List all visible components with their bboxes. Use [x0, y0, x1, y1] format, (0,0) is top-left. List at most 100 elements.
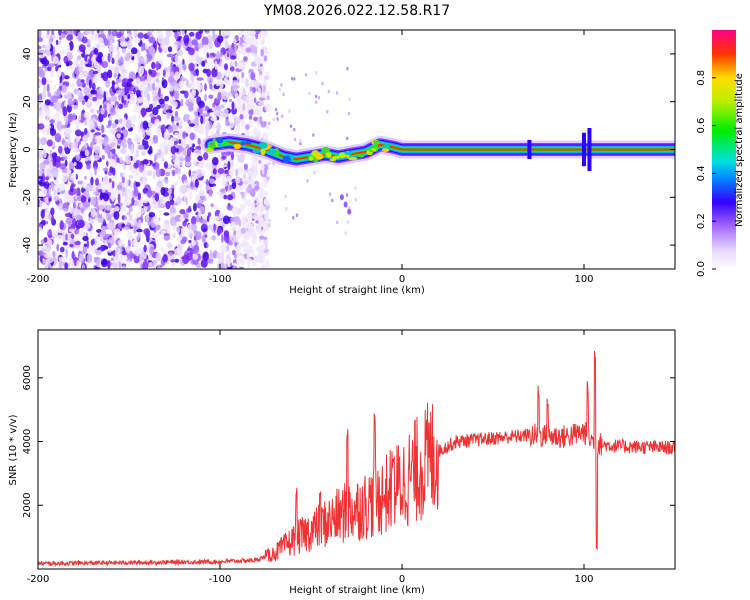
noise-speck: [240, 118, 246, 128]
noise-speck: [73, 161, 77, 166]
noise-speck: [254, 130, 262, 140]
x-tick-label: -200: [27, 574, 50, 585]
noise-speck: [247, 183, 252, 192]
noise-speck: [114, 206, 120, 212]
noise-speck: [163, 212, 170, 216]
noise-speck: [175, 148, 179, 153]
noise-speck: [223, 30, 231, 36]
noise-speck: [247, 198, 252, 208]
noise-speck: [171, 55, 174, 62]
noise-speck: [91, 30, 94, 36]
noise-speck: [38, 150, 43, 160]
noise-speck: [84, 127, 88, 135]
noise-speck: [173, 104, 176, 113]
noise-speck: [38, 69, 46, 78]
noise-speck: [62, 208, 68, 212]
noise-speck: [159, 203, 164, 209]
noise-speck: [46, 168, 50, 174]
noise-speck: [109, 52, 113, 59]
noise-speck: [276, 117, 279, 121]
noise-speck: [120, 72, 127, 77]
colorbar-gradient: [712, 30, 736, 269]
noise-speck: [116, 30, 122, 38]
spectrogram-x-label: Height of straight line (km): [289, 285, 425, 296]
noise-speck: [45, 221, 49, 225]
noise-speck: [262, 132, 269, 142]
noise-speck: [94, 235, 99, 245]
noise-speck: [192, 254, 199, 260]
ridge-blob: [252, 148, 262, 153]
noise-speck: [101, 182, 106, 187]
noise-speck: [214, 60, 218, 70]
noise-speck: [122, 143, 127, 149]
noise-speck: [251, 162, 254, 169]
noise-speck: [135, 197, 142, 207]
noise-speck: [78, 44, 86, 52]
noise-speck: [243, 56, 248, 62]
noise-speck: [170, 81, 177, 87]
noise-speck: [127, 231, 133, 240]
noise-speck: [247, 169, 254, 178]
noise-speck: [193, 244, 200, 254]
noise-speck: [251, 221, 254, 226]
noise-speck: [308, 91, 311, 96]
noise-speck: [115, 89, 123, 95]
noise-speck: [161, 158, 165, 162]
noise-speck: [122, 265, 126, 269]
noise-speck: [243, 163, 248, 170]
noise-speck: [96, 109, 100, 114]
noise-speck: [75, 154, 80, 162]
noise-speck: [185, 197, 188, 206]
noise-speck: [156, 84, 159, 91]
noise-speck: [84, 95, 88, 103]
noise-speck: [85, 101, 93, 109]
noise-speck: [97, 164, 101, 174]
noise-speck: [219, 52, 223, 57]
noise-speck: [259, 235, 265, 240]
noise-speck: [254, 46, 258, 55]
noise-speck: [38, 66, 43, 72]
noise-speck: [293, 77, 296, 81]
noise-speck: [282, 92, 285, 97]
noise-speck: [348, 205, 351, 210]
noise-speck: [111, 30, 118, 37]
noise-speck: [43, 237, 48, 243]
noise-speck: [63, 141, 69, 148]
noise-speck: [167, 75, 175, 84]
noise-speck: [162, 69, 166, 77]
noise-speck: [220, 164, 228, 168]
noise-speck: [133, 188, 139, 197]
noise-speck: [268, 121, 271, 126]
noise-speck: [154, 193, 160, 202]
noise-speck: [82, 201, 91, 208]
noise-speck: [55, 66, 59, 72]
noise-speck: [182, 131, 187, 139]
noise-speck: [89, 132, 94, 141]
noise-speck: [114, 232, 117, 242]
noise-speck: [216, 252, 221, 259]
noise-speck: [108, 115, 112, 122]
noise-speck: [185, 161, 192, 167]
noise-speck: [197, 199, 204, 204]
noise-speck: [90, 55, 98, 63]
ridge-blob: [216, 137, 224, 144]
noise-speck: [354, 186, 357, 190]
noise-speck: [174, 258, 180, 263]
noise-speck: [231, 249, 236, 256]
noise-speck: [260, 59, 264, 65]
noise-speck: [157, 188, 161, 193]
noise-speck: [205, 123, 211, 132]
noise-speck: [182, 254, 190, 265]
noise-speck: [239, 114, 244, 120]
noise-speck: [159, 143, 165, 150]
noise-speck: [57, 64, 62, 68]
noise-speck: [165, 200, 171, 210]
noise-speck: [194, 149, 202, 154]
noise-speck: [166, 112, 171, 119]
noise-speck: [148, 212, 156, 218]
noise-speck: [111, 57, 115, 65]
noise-speck: [184, 30, 187, 35]
noise-speck: [109, 151, 113, 160]
noise-speck: [107, 120, 112, 127]
noise-speck: [115, 228, 121, 236]
